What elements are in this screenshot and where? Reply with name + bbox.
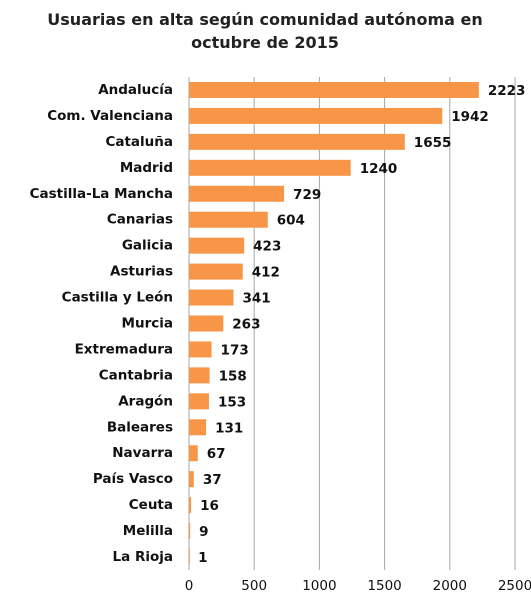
x-tick-label: 2500 — [498, 578, 531, 594]
y-tick-label: Melilla — [123, 523, 173, 539]
y-tick-label: Ceuta — [129, 497, 173, 513]
y-tick-label: Canarias — [107, 212, 173, 228]
bar — [189, 237, 245, 254]
x-tick-label: 2000 — [433, 578, 467, 594]
bar — [189, 211, 268, 228]
bar — [189, 185, 285, 202]
value-label: 1240 — [360, 161, 398, 177]
bar — [189, 341, 212, 358]
bar — [189, 315, 224, 332]
y-tick-label: La Rioja — [113, 549, 173, 565]
x-tick-label: 1000 — [302, 578, 336, 594]
value-label: 341 — [242, 291, 270, 307]
bar — [189, 159, 351, 176]
y-tick-label: Cataluña — [105, 134, 173, 150]
value-label: 158 — [219, 368, 247, 384]
y-tick-label: Com. Valenciana — [47, 108, 173, 124]
value-label: 153 — [218, 394, 246, 410]
y-tick-label: Asturias — [110, 264, 173, 280]
value-label: 2223 — [488, 83, 526, 99]
y-tick-label: Extremadura — [75, 341, 173, 357]
value-label: 173 — [221, 342, 249, 358]
bar — [189, 367, 210, 384]
bar — [189, 471, 194, 488]
bar — [189, 497, 192, 514]
y-tick-label: Galicia — [122, 238, 173, 254]
bar — [189, 133, 405, 150]
value-label: 131 — [215, 420, 243, 436]
y-tick-label: País Vasco — [93, 471, 173, 487]
y-tick-label: Aragón — [118, 393, 173, 409]
x-tick-label: 500 — [241, 578, 267, 594]
value-label: 1942 — [451, 109, 489, 125]
chart-title: Usuarias en alta según comunidad autónom… — [47, 10, 483, 52]
value-label: 1655 — [414, 135, 452, 151]
bar — [189, 549, 190, 566]
y-tick-label: Andalucía — [98, 82, 173, 98]
y-tick-label: Castilla-La Mancha — [30, 186, 173, 202]
y-tick-label: Baleares — [107, 419, 173, 435]
y-tick-label: Navarra — [112, 445, 173, 461]
bar — [189, 107, 443, 124]
value-label: 729 — [293, 187, 321, 203]
x-tick-label: 0 — [185, 578, 194, 594]
bar — [189, 523, 191, 540]
bar — [189, 81, 479, 98]
bar — [189, 289, 234, 306]
value-label: 263 — [232, 317, 260, 333]
value-label: 16 — [200, 498, 219, 514]
bar — [189, 263, 243, 280]
bar — [189, 419, 207, 436]
x-tick-label: 1500 — [367, 578, 401, 594]
y-tick-label: Castilla y León — [62, 290, 173, 306]
value-label: 412 — [252, 265, 280, 281]
value-label: 37 — [203, 472, 222, 488]
y-tick-label: Cantabria — [99, 367, 173, 383]
bar — [189, 393, 209, 410]
value-label: 9 — [199, 524, 208, 540]
value-label: 604 — [277, 213, 305, 229]
y-tick-label: Madrid — [120, 160, 173, 176]
y-tick-label: Murcia — [122, 316, 173, 332]
value-label: 423 — [253, 239, 281, 255]
value-label: 67 — [207, 446, 226, 462]
bar — [189, 445, 198, 462]
value-label: 1 — [198, 550, 207, 566]
